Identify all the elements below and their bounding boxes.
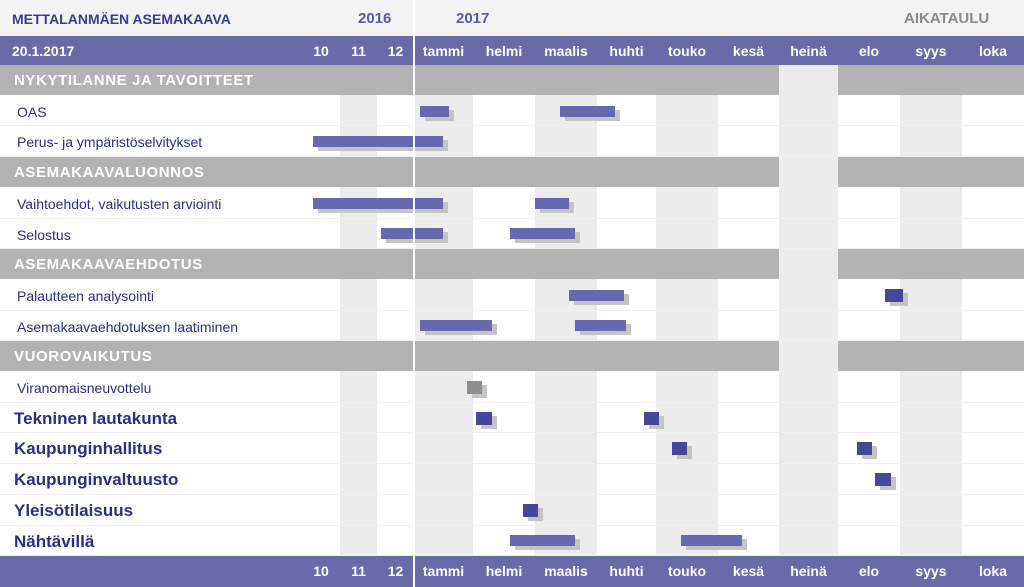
month-label-bottom: maalis [544, 563, 588, 579]
month-label-bottom: kesä [732, 563, 765, 579]
month-label-bottom: heinä [790, 563, 827, 579]
month-label-bottom: tammi [422, 563, 465, 579]
month-label-top: touko [667, 43, 707, 59]
month-label-bottom: helmi [485, 563, 523, 579]
row-divider [0, 555, 1024, 557]
row-divider [0, 524, 1024, 526]
month-label-bottom: elo [858, 563, 880, 579]
task-bar [510, 535, 576, 547]
month-label-bottom: touko [667, 563, 707, 579]
task-bar [569, 289, 624, 301]
task-label: Kaupunginvaltuusto [14, 470, 179, 490]
task-bar [522, 503, 539, 517]
task-bar [535, 197, 570, 209]
task-bar [419, 105, 450, 117]
section-title: NYKYTILANNE JA TAVOITTEET [14, 72, 254, 89]
month-label-bottom: 11 [351, 563, 366, 579]
task-bar [644, 411, 660, 425]
date-label: 20.1.2017 [12, 43, 75, 59]
task-bar [575, 320, 627, 332]
section-band [0, 341, 1024, 371]
section-band-gap [779, 157, 838, 187]
month-label-top: 11 [351, 43, 366, 59]
month-label-top: heinä [790, 43, 827, 59]
row-divider [0, 309, 1024, 311]
task-label: Viranomaisneuvottelu [17, 380, 152, 396]
row-divider [0, 401, 1024, 403]
task-label: Palautteen analysointi [17, 287, 154, 304]
month-label-top: maalis [544, 43, 588, 59]
row-divider [0, 125, 1024, 127]
task-bar [856, 442, 873, 456]
month-label-top: helmi [485, 43, 523, 59]
section-title: VUOROVAIKUTUS [14, 348, 153, 366]
row-divider [0, 493, 1024, 495]
section-band-gap [779, 249, 838, 279]
task-bar [419, 320, 492, 332]
year-divider [413, 0, 415, 587]
schedule-label: AIKATAULU [904, 10, 990, 27]
task-bar [559, 105, 615, 117]
month-header-top [0, 36, 1024, 65]
month-label-top: loka [978, 43, 1007, 59]
task-label: Kaupunginhallitus [14, 439, 163, 459]
month-label-top: kesä [732, 43, 765, 59]
row-divider [0, 432, 1024, 434]
task-bar [884, 288, 904, 302]
task-bar [467, 380, 483, 394]
month-label-top: huhti [609, 43, 644, 59]
section-band-gap [779, 65, 838, 95]
month-label-top: 10 [313, 43, 329, 59]
row-divider [0, 217, 1024, 219]
section-band [0, 157, 1024, 187]
month-label-bottom: 10 [313, 563, 329, 579]
section-band-gap [779, 341, 838, 371]
month-header-bottom [0, 556, 1024, 587]
task-label: Tekninen lautakunta [14, 408, 178, 428]
section-title: ASEMAKAAVALUONNOS [14, 164, 205, 182]
month-label-top: 12 [387, 43, 404, 59]
task-bar [313, 197, 444, 209]
task-label: OAS [17, 103, 47, 120]
year-2017-label: 2017 [456, 10, 490, 27]
task-bar [380, 228, 444, 240]
task-bar [476, 411, 492, 425]
task-bar [671, 442, 687, 456]
task-label: Selostus [17, 226, 71, 243]
month-label-bottom: loka [978, 563, 1007, 579]
task-bar [313, 136, 444, 148]
title-bar [0, 0, 1024, 36]
month-label-top: tammi [422, 43, 465, 59]
section-band [0, 249, 1024, 279]
row-divider [0, 156, 1024, 158]
month-label-bottom: 12 [387, 563, 404, 579]
task-bar [875, 472, 891, 486]
row-divider [0, 248, 1024, 250]
project-title: METTALANMÄEN ASEMAKAAVA [12, 11, 231, 27]
month-label-top: elo [858, 43, 880, 59]
row-divider [0, 340, 1024, 342]
task-label: Asemakaavaehdotuksen laatiminen [17, 318, 239, 335]
task-label: Vaihtoehdot, vaikutusten arviointi [17, 195, 222, 212]
task-label: Perus- ja ympäristöselvitykset [17, 134, 203, 151]
task-label: Nähtävillä [14, 531, 95, 551]
task-bar [680, 535, 743, 547]
month-label-bottom: syys [915, 563, 947, 579]
section-band [0, 65, 1024, 95]
task-bar [510, 228, 576, 240]
task-label: Yleisötilaisuus [14, 500, 134, 520]
month-label-top: syys [915, 43, 947, 59]
row-divider [0, 463, 1024, 465]
year-2016-label: 2016 [358, 10, 392, 27]
month-label-bottom: huhti [609, 563, 644, 579]
section-title: ASEMAKAAVAEHDOTUS [14, 256, 203, 274]
